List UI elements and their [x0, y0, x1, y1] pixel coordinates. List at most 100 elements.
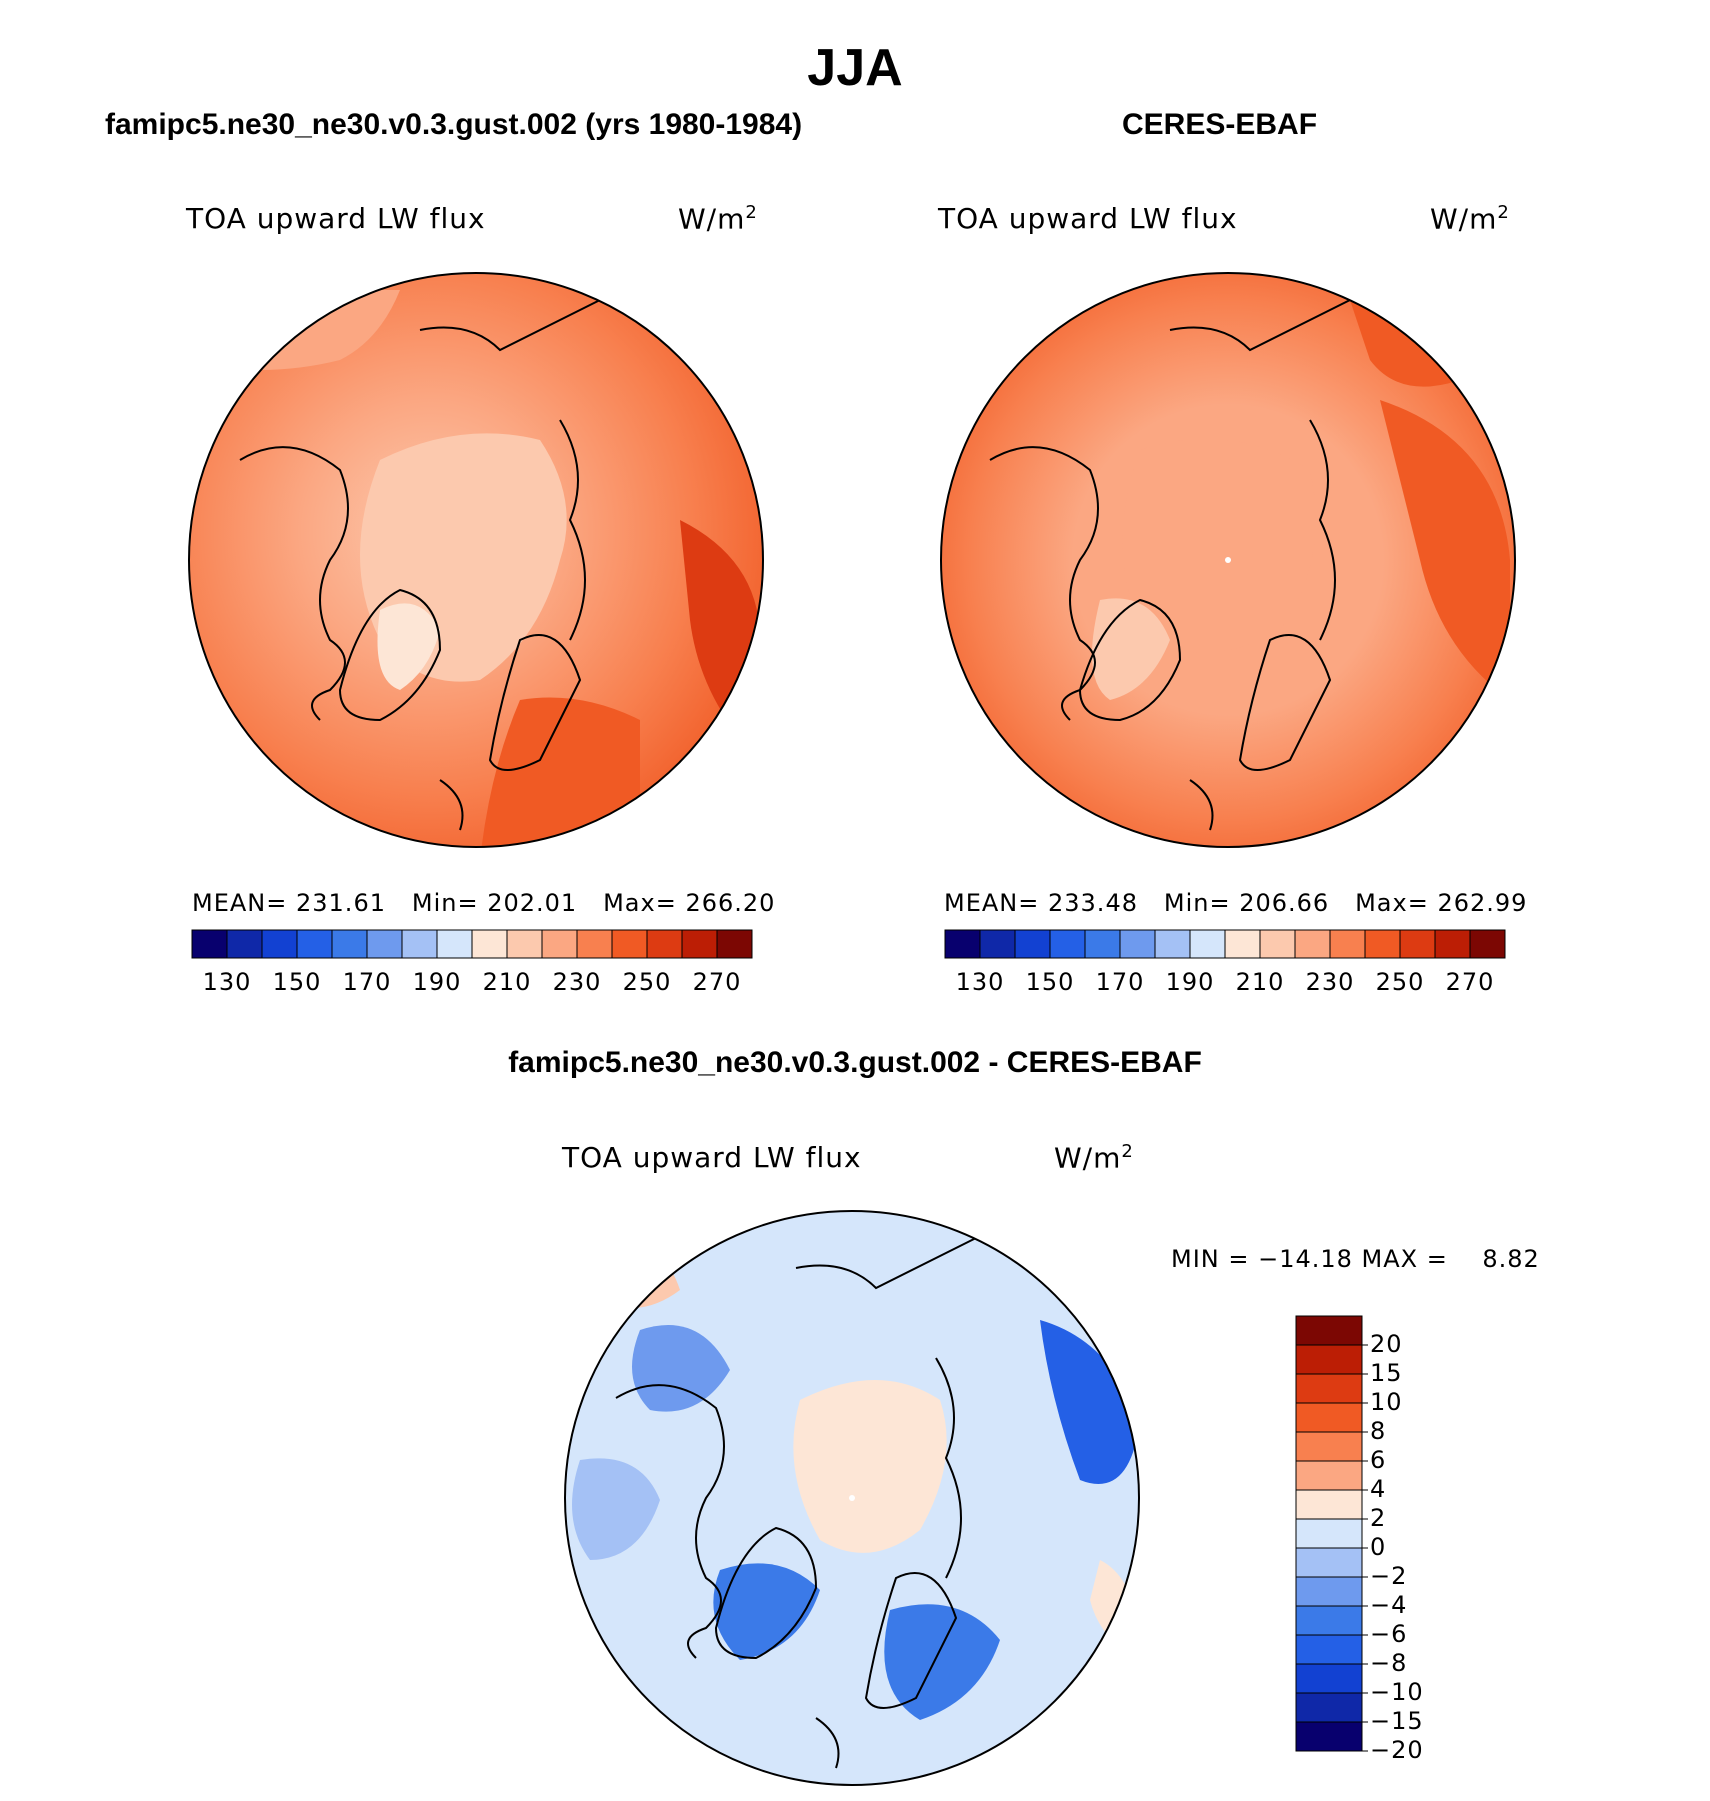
colorbar-tick-label: −2: [1370, 1562, 1408, 1590]
colorbar-box: [1295, 1373, 1363, 1404]
colorbar-box: [1154, 929, 1191, 959]
colorbar-tick-label: 250: [1375, 968, 1425, 996]
colorbar-box: [1295, 1518, 1363, 1549]
colorbar-box: [1295, 1431, 1363, 1462]
colorbar-box: [191, 929, 228, 959]
obs-units: W/m2: [1430, 202, 1510, 236]
colorbar-box: [1259, 929, 1296, 959]
obs-asia-region: [1380, 400, 1510, 700]
colorbar-tick-label: −20: [1370, 1736, 1424, 1764]
obs-pole-marker: [1225, 557, 1231, 563]
colorbar-box: [331, 929, 368, 959]
colorbar-box: [1399, 929, 1436, 959]
colorbar-tick-label: 190: [1165, 968, 1215, 996]
colorbar-tick-label: 10: [1370, 1388, 1403, 1416]
diff-america-region: [572, 1458, 660, 1560]
colorbar-tick-label: 250: [622, 968, 672, 996]
colorbar-box: [716, 929, 753, 959]
model-coastlines: [239, 299, 601, 831]
colorbar-box: [1295, 1576, 1363, 1607]
diff-map: [565, 1211, 1139, 1785]
colorbar-box: [506, 929, 543, 959]
colorbar-tick-label: 150: [272, 968, 322, 996]
colorbar-tick-label: −6: [1370, 1620, 1408, 1648]
colorbar-box: [1295, 1402, 1363, 1433]
colorbar-tick-label: 20: [1370, 1330, 1403, 1358]
obs-map-border: [940, 272, 1516, 848]
colorbar-tick-label: 170: [342, 968, 392, 996]
colorbar-box: [681, 929, 718, 959]
colorbar-tick-label: 15: [1370, 1359, 1403, 1387]
diff-pole-marker: [849, 1495, 855, 1501]
colorbar-box: [1295, 1315, 1363, 1346]
diff-asia-cold-region: [1040, 1320, 1139, 1484]
diff-stats: MIN = −14.18 MAX = 8.82: [1171, 1245, 1540, 1273]
model-units: W/m2: [678, 202, 758, 236]
colorbar-box: [1295, 1344, 1363, 1375]
diff-pacific-cold-region: [632, 1325, 730, 1412]
diff-greenland-cold-region: [713, 1563, 820, 1660]
colorbar-tick-label: 130: [202, 968, 252, 996]
diff-panel-title: famipc5.ne30_ne30.v0.3.gust.002 - CERES-…: [508, 1046, 1202, 1079]
obs-map: [941, 273, 1515, 847]
colorbar-box: [541, 929, 578, 959]
colorbar-box: [1189, 929, 1226, 959]
colorbar-box: [576, 929, 613, 959]
obs-colorbar: [944, 929, 1506, 959]
model-stats: MEAN= 231.61 Min= 202.01 Max= 266.20: [192, 889, 776, 917]
diff-coastlines: [615, 1237, 977, 1769]
diff-warm-region: [600, 1238, 680, 1308]
colorbar-box: [611, 929, 648, 959]
model-variable-label: TOA upward LW flux: [186, 202, 486, 235]
colorbar-box: [944, 929, 981, 959]
colorbar-box: [1119, 929, 1156, 959]
colorbar-box: [1295, 1460, 1363, 1491]
colorbar-tick-label: −4: [1370, 1591, 1408, 1619]
obs-variable-label: TOA upward LW flux: [938, 202, 1238, 235]
model-panel-title: famipc5.ne30_ne30.v0.3.gust.002 (yrs 198…: [105, 108, 803, 141]
colorbar-tick-label: 230: [1305, 968, 1355, 996]
diff-map-border: [564, 1210, 1140, 1786]
diff-units: W/m2: [1054, 1141, 1134, 1175]
diff-variable-label: TOA upward LW flux: [562, 1141, 862, 1174]
diff-europe-cold-region: [884, 1604, 1000, 1720]
colorbar-tick-label: 8: [1370, 1417, 1387, 1445]
colorbar-tick-label: 130: [955, 968, 1005, 996]
colorbar-tick-label: 270: [692, 968, 742, 996]
colorbar-box: [401, 929, 438, 959]
colorbar-tick-label: 170: [1095, 968, 1145, 996]
colorbar-tick-label: 0: [1370, 1533, 1387, 1561]
colorbar-box: [1049, 929, 1086, 959]
obs-stats: MEAN= 233.48 Min= 206.66 Max= 262.99: [944, 889, 1528, 917]
colorbar-box: [1364, 929, 1401, 959]
colorbar-box: [1224, 929, 1261, 959]
colorbar-box: [1295, 1489, 1363, 1520]
colorbar-tick-label: 230: [552, 968, 602, 996]
colorbar-tick-label: 270: [1445, 968, 1495, 996]
colorbar-box: [1014, 929, 1051, 959]
colorbar-box: [226, 929, 263, 959]
colorbar-box: [296, 929, 333, 959]
model-map-border: [188, 272, 764, 848]
colorbar-box: [436, 929, 473, 959]
obs-arctic-ocean-region: [1122, 438, 1316, 653]
model-map: [189, 273, 763, 847]
obs-east-asia-region: [1350, 300, 1460, 387]
colorbar-tick-label: 150: [1025, 968, 1075, 996]
colorbar-box: [646, 929, 683, 959]
colorbar-box: [1295, 1663, 1363, 1694]
diff-colorbar: [1295, 1315, 1368, 1752]
colorbar-tick-label: 6: [1370, 1446, 1387, 1474]
colorbar-box: [1295, 1692, 1363, 1723]
colorbar-tick-label: −8: [1370, 1649, 1408, 1677]
colorbar-tick-label: 2: [1370, 1504, 1387, 1532]
colorbar-box: [471, 929, 508, 959]
colorbar-box: [1295, 1605, 1363, 1636]
diff-arctic-warm-region: [793, 1380, 947, 1553]
colorbar-tick-label: 210: [1235, 968, 1285, 996]
colorbar-tick-label: −15: [1370, 1707, 1424, 1735]
colorbar-box: [1295, 1634, 1363, 1665]
model-colorbar: [191, 929, 753, 959]
colorbar-tick-label: 210: [482, 968, 532, 996]
colorbar-box: [261, 929, 298, 959]
